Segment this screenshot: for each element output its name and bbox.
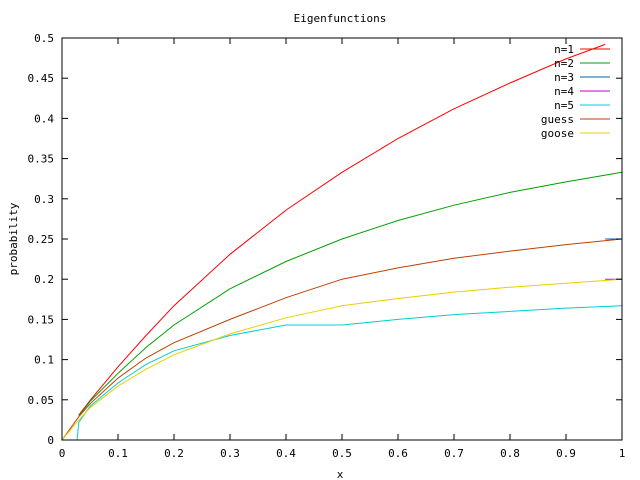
axes: 0 0.1 0.2 0.3 0.4 0.5 0.6 0.7 0.8 0.9 1 0 0.05 0.1 0.1… (28, 32, 626, 460)
series-line-n1 (78, 43, 606, 416)
y-tick-label: 0.25 (28, 233, 55, 246)
legend-label: goose (541, 127, 574, 140)
legend-label: n=5 (554, 99, 574, 112)
legend-label: guess (541, 113, 574, 126)
y-tick-label: 0.1 (34, 354, 54, 367)
y-tick-label: 0.4 (34, 112, 54, 125)
series-line-n2 (78, 171, 623, 417)
x-tick-label: 0 (59, 447, 66, 460)
y-tick-label: 0.3 (34, 193, 54, 206)
x-tick-label: 0.4 (276, 447, 296, 460)
x-tick-label: 0.7 (444, 447, 464, 460)
series-line-goose (61, 278, 623, 441)
legend-label: n=1 (554, 43, 574, 56)
plot-area (61, 43, 623, 441)
y-tick-label: 0.15 (28, 313, 55, 326)
legend-label: n=4 (554, 85, 574, 98)
legend-label: n=2 (554, 57, 574, 70)
y-tick-label: 0.35 (28, 153, 55, 166)
series-line-n5 (76, 305, 623, 441)
legend-label: n=3 (554, 71, 574, 84)
y-tick-label: 0 (47, 434, 54, 447)
x-tick-label: 0.9 (556, 447, 576, 460)
x-tick-label: 0.6 (388, 447, 408, 460)
y-axis-label: probability (7, 202, 20, 275)
x-axis-label: x (337, 468, 344, 480)
x-tick-label: 0.5 (332, 447, 352, 460)
x-tick-label: 0.2 (164, 447, 184, 460)
y-tick-label: 0.45 (28, 72, 55, 85)
y-tick-label: 0.5 (34, 32, 54, 45)
y-tick-label: 0.2 (34, 273, 54, 286)
chart-title: Eigenfunctions (294, 12, 387, 25)
x-tick-label: 0.8 (500, 447, 520, 460)
x-tick-label: 0.1 (108, 447, 128, 460)
x-tick-label: 0.3 (220, 447, 240, 460)
x-tick-label: 1 (619, 447, 626, 460)
y-tick-label: 0.05 (28, 394, 55, 407)
series-line-guess (61, 238, 623, 441)
